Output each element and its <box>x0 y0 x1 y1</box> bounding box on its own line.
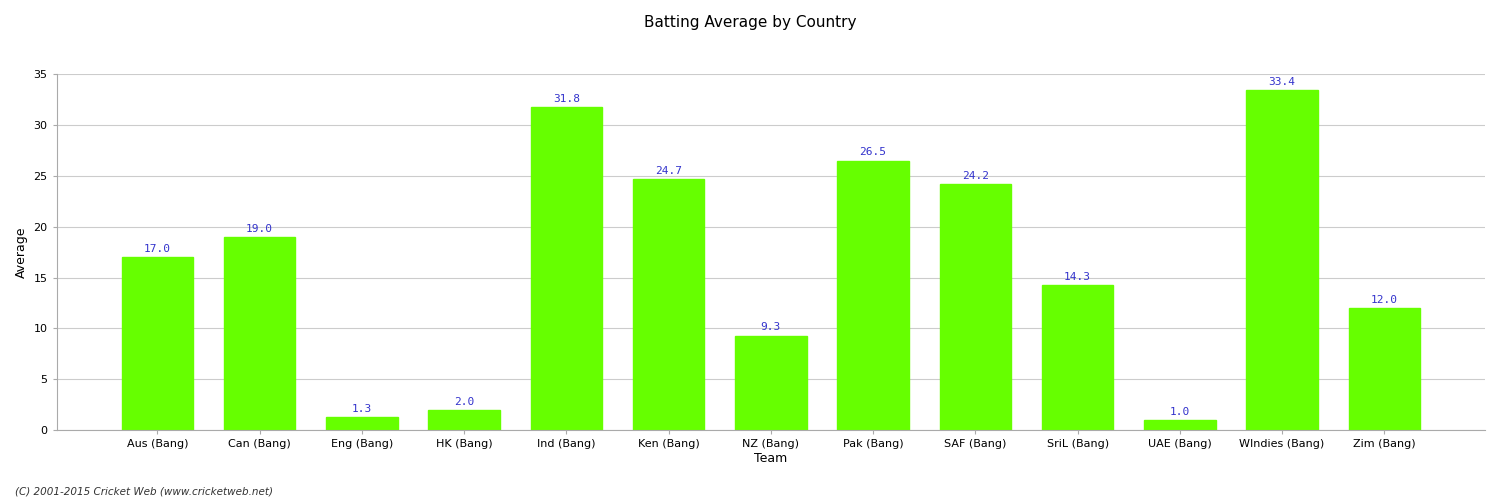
Text: 19.0: 19.0 <box>246 224 273 234</box>
Bar <box>531 106 602 430</box>
Bar <box>939 184 1011 430</box>
Text: 1.0: 1.0 <box>1170 407 1190 417</box>
Text: 24.7: 24.7 <box>656 166 682 176</box>
X-axis label: Team: Team <box>754 452 788 465</box>
Bar <box>1042 284 1113 430</box>
Bar <box>224 237 296 430</box>
Text: 14.3: 14.3 <box>1064 272 1090 281</box>
Bar <box>837 160 909 430</box>
Text: 17.0: 17.0 <box>144 244 171 254</box>
Bar <box>1246 90 1318 430</box>
Text: 9.3: 9.3 <box>760 322 782 332</box>
Text: 31.8: 31.8 <box>554 94 580 104</box>
Bar <box>1144 420 1215 430</box>
Text: 12.0: 12.0 <box>1371 295 1398 305</box>
Bar <box>1348 308 1420 430</box>
Bar <box>326 417 398 430</box>
Y-axis label: Average: Average <box>15 226 28 278</box>
Text: 26.5: 26.5 <box>859 148 886 158</box>
Text: (C) 2001-2015 Cricket Web (www.cricketweb.net): (C) 2001-2015 Cricket Web (www.cricketwe… <box>15 487 273 497</box>
Text: 33.4: 33.4 <box>1269 77 1296 87</box>
Text: 2.0: 2.0 <box>454 397 474 407</box>
Bar <box>429 410 500 430</box>
Bar <box>735 336 807 430</box>
Text: 1.3: 1.3 <box>352 404 372 414</box>
Bar <box>122 257 194 430</box>
Text: Batting Average by Country: Batting Average by Country <box>644 15 856 30</box>
Text: 24.2: 24.2 <box>962 171 988 181</box>
Bar <box>633 179 705 430</box>
